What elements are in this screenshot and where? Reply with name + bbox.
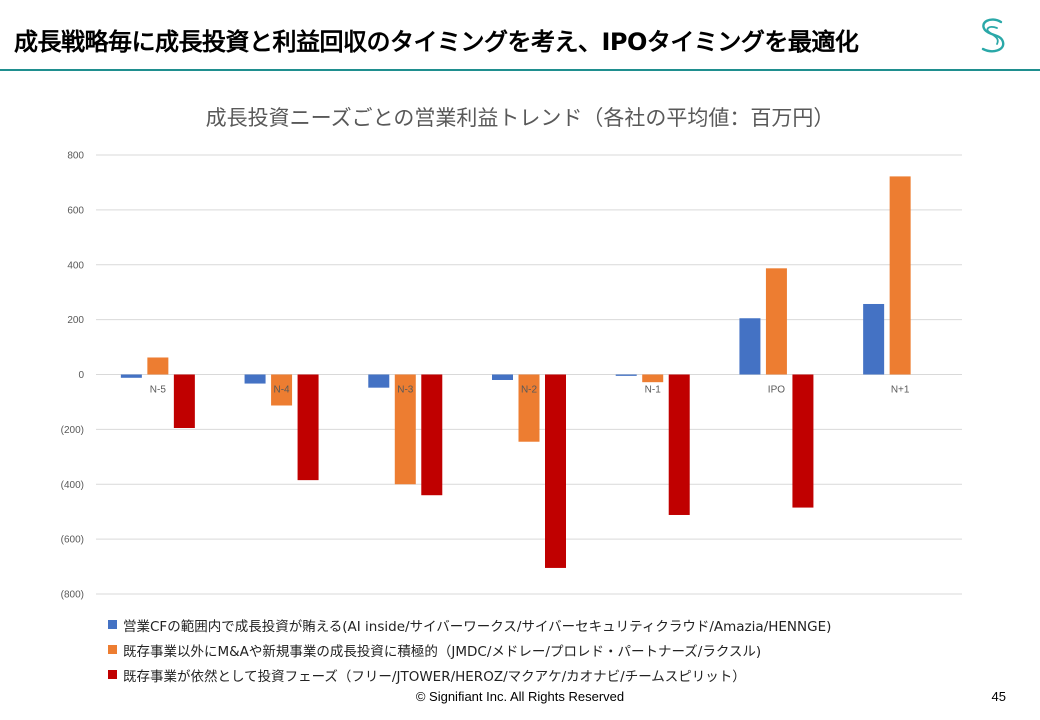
bar-series-1-N+1 (863, 303, 885, 375)
y-tick-label: 400 (67, 260, 84, 271)
y-tick-label: 0 (78, 370, 84, 381)
bar-series-3-N-1 (668, 374, 690, 515)
y-tick-label: 600 (67, 205, 84, 216)
company-logo-icon (981, 18, 1005, 53)
bar-series-1-N-3 (368, 374, 390, 388)
bar-series-1-N-2 (492, 374, 513, 380)
y-tick-label: (800) (61, 590, 84, 601)
legend-item-series-1: 営業CFの範囲内で成長投資が賄える(AI inside/サイバーワークス/サイバ… (108, 612, 831, 637)
x-category-label: N-1 (645, 385, 662, 396)
x-category-label: N-2 (521, 385, 538, 396)
y-tick-label: (600) (61, 535, 84, 546)
bar-chart: 800 600 400 200 0 (200) (400) (600) (800) N-5 N-4 N… (61, 151, 962, 601)
bar-series-1-N-4 (244, 374, 266, 384)
legend-swatch-series-1 (108, 620, 117, 629)
legend-label-series-3: 既存事業が依然として投資フェーズ（フリー/JTOWER/HEROZ/マクアケ/カ… (123, 668, 746, 685)
bar-series-2-N-3 (394, 374, 416, 485)
bar-series-2-IPO (765, 268, 787, 375)
legend-label-series-1: 営業CFの範囲内で成長投資が賄える(AI inside/サイバーワークス/サイバ… (123, 618, 832, 635)
bar-series-3-N-5 (173, 374, 195, 429)
bar-series-3-IPO (792, 374, 814, 508)
x-category-label: N+1 (891, 385, 910, 396)
legend-item-series-2: 既存事業以外にM&Aや新規事業の成長投資に積極的（JMDC/メドレー/プロレド・… (108, 637, 831, 662)
bar-series-3-N-2 (545, 374, 566, 568)
bar-series-2-N+1 (889, 176, 911, 375)
y-tick-label: (200) (61, 425, 84, 436)
legend-label-series-2: 既存事業以外にM&Aや新規事業の成長投資に積極的（JMDC/メドレー/プロレド・… (123, 643, 762, 660)
bar-series-1-N-1 (615, 374, 637, 376)
bar-series-2-N-4 (271, 374, 293, 406)
chart-legend: 営業CFの範囲内で成長投資が賄える(AI inside/サイバーワークス/サイバ… (108, 612, 831, 687)
slide-title: 成長戦略毎に成長投資と利益回収のタイミングを考え、IPOタイミングを最適化 (14, 28, 859, 56)
bar-series-2-N-2 (518, 374, 540, 442)
legend-swatch-series-3 (108, 670, 117, 679)
bar-series-1-N-5 (120, 374, 142, 378)
title-divider (0, 69, 1040, 71)
copyright-footer: © Signifiant Inc. All Rights Reserved (415, 689, 625, 704)
y-tick-label: 200 (67, 315, 84, 326)
x-category-label: N-3 (397, 385, 414, 396)
chart-title: 成長投資ニーズごとの営業利益トレンド（各社の平均値：百万円） (205, 106, 835, 130)
bar-series-1-IPO (739, 318, 761, 375)
legend-swatch-series-2 (108, 645, 117, 654)
x-category-label: IPO (768, 385, 785, 396)
bar-series-3-N-4 (297, 374, 319, 481)
page-number: 45 (991, 689, 1006, 704)
bar-series-2-N-5 (147, 357, 169, 375)
legend-item-series-3: 既存事業が依然として投資フェーズ（フリー/JTOWER/HEROZ/マクアケ/カ… (108, 662, 831, 687)
x-category-label: N-4 (274, 385, 291, 396)
bar-series-2-N-1 (642, 374, 664, 383)
x-category-label: N-5 (150, 385, 167, 396)
y-tick-label: 800 (67, 151, 84, 162)
bar-series-3-N-3 (421, 374, 443, 496)
y-tick-label: (400) (61, 480, 84, 491)
